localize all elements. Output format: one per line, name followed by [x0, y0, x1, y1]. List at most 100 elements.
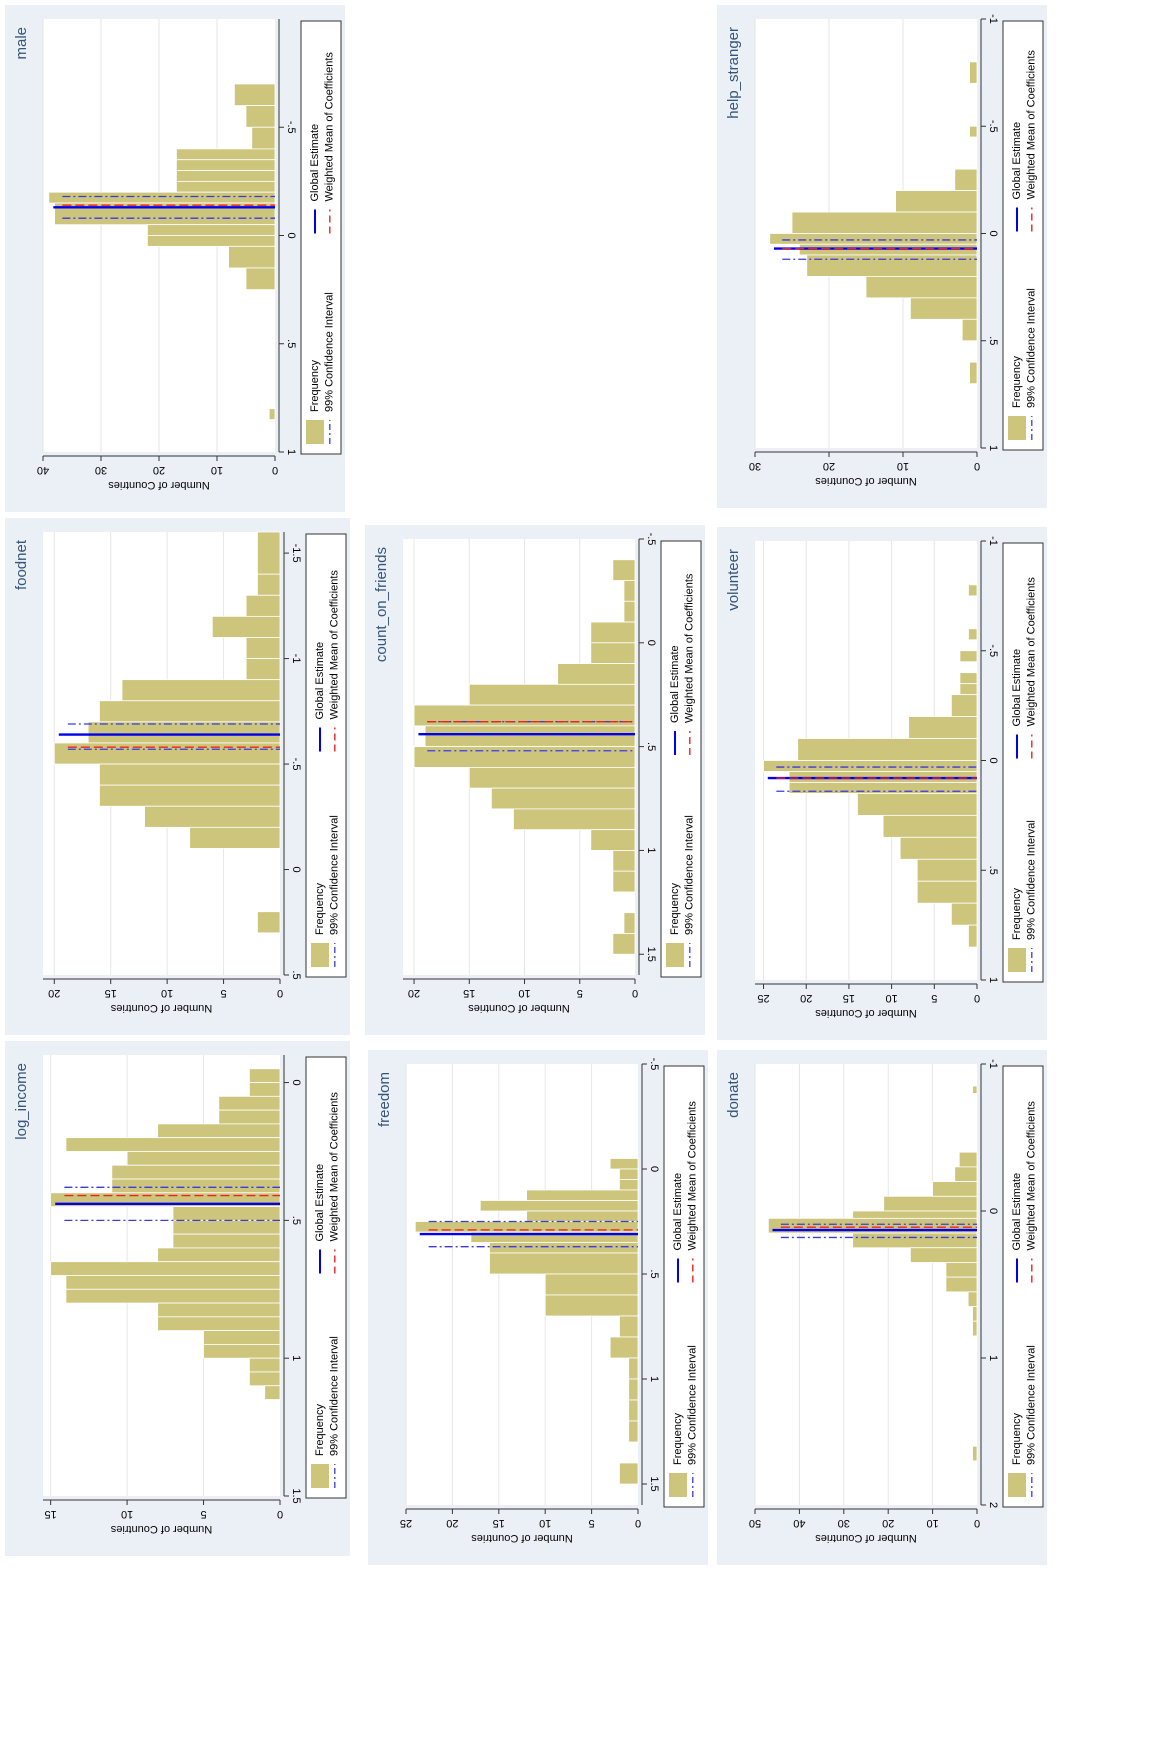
chart-title: log_income	[13, 1063, 30, 1140]
histogram-bar	[959, 683, 978, 696]
histogram-bar	[619, 1462, 639, 1485]
histogram-bar	[628, 1399, 639, 1422]
y-axis-title: Number of Countries	[468, 1002, 570, 1014]
histogram-bar	[264, 1385, 281, 1400]
histogram-bar	[245, 637, 281, 659]
legend-box	[663, 1065, 705, 1508]
legend-label-weighted: Weighted Mean of Coefficients	[1026, 577, 1038, 727]
histogram-bar	[958, 1151, 978, 1168]
histogram-bar	[157, 1123, 281, 1139]
legend-box	[1002, 20, 1044, 451]
legend-label-global: Global Estimate	[672, 1173, 684, 1251]
histogram-bar	[628, 1378, 639, 1401]
x-tick-label: .5	[648, 1269, 660, 1278]
x-tick-label: .5	[987, 336, 999, 345]
y-tick-label: 5	[200, 1508, 206, 1520]
legend-box	[660, 540, 702, 978]
y-tick-label: 50	[749, 1517, 761, 1529]
x-tick-label: 0	[987, 1208, 999, 1214]
histogram-bar	[218, 1109, 281, 1125]
y-tick-label: 30	[838, 1517, 850, 1529]
histogram-bar	[526, 1210, 639, 1222]
chart-title: donate	[725, 1072, 742, 1118]
histogram-bar	[172, 1233, 281, 1249]
histogram-bar	[619, 1315, 639, 1338]
histogram-bar	[245, 594, 281, 617]
legend-swatch-frequency	[1008, 416, 1026, 440]
histogram-bar	[65, 1275, 281, 1290]
histogram-bar	[945, 1276, 978, 1293]
histogram-bar	[590, 621, 636, 644]
y-tick-label: 20	[153, 464, 165, 476]
legend-label-frequency: Frequency	[1011, 1413, 1023, 1465]
y-tick-label: 0	[632, 987, 638, 999]
x-tick-label: 1.5	[645, 947, 657, 962]
histogram-bar	[954, 168, 978, 191]
legend-label-weighted: Weighted Mean of Coefficients	[324, 52, 336, 202]
histogram-bar	[590, 829, 636, 851]
y-tick-label: 10	[161, 987, 173, 999]
histogram-bar	[218, 1095, 281, 1111]
chart-log-income: 0 .5 1 1.5 0 5 10 15 Number of Countries log_inco…	[13, 1055, 347, 1535]
histogram-bar	[172, 1219, 281, 1235]
histogram-bar	[513, 808, 636, 831]
histogram-bar	[245, 105, 276, 128]
histogram-bar	[233, 83, 276, 106]
chart-title: count_on_friends	[373, 547, 390, 662]
histogram-bar	[619, 1168, 639, 1180]
histogram-bar	[628, 1357, 639, 1380]
x-tick-label: -.5	[648, 1058, 660, 1071]
histogram-bar	[413, 704, 636, 727]
y-axis-title: Number of Countries	[815, 475, 917, 487]
legend-box	[305, 533, 347, 978]
histogram-bar	[852, 1210, 978, 1219]
x-tick-label: 0	[645, 640, 657, 646]
legend-swatch-frequency	[1008, 1473, 1026, 1497]
histogram-bar	[489, 1252, 639, 1275]
x-tick-label: .5	[987, 866, 999, 875]
legend-swatch-frequency	[1008, 948, 1026, 972]
y-tick-label: 0	[974, 460, 980, 472]
legend-label-global: Global Estimate	[1011, 649, 1023, 727]
histogram-bar	[144, 805, 281, 828]
histogram-bar	[916, 880, 978, 904]
x-tick-label: -1	[987, 1059, 999, 1069]
legend-label-frequency: Frequency	[1011, 888, 1023, 940]
histogram-bar	[249, 1357, 281, 1373]
x-tick-label: -.5	[290, 758, 302, 771]
legend-swatch-frequency	[669, 1473, 687, 1497]
histogram-bar	[961, 318, 978, 342]
y-tick-label: 10	[121, 1508, 133, 1520]
histogram-bar	[413, 746, 636, 768]
histogram-bar	[865, 275, 978, 299]
histogram-bar	[126, 1151, 281, 1166]
histogram-bar	[490, 787, 636, 810]
plot-area	[755, 1064, 977, 1505]
legend-box	[305, 1056, 347, 1499]
histogram-bar	[544, 1294, 639, 1317]
y-tick-label: 5	[577, 987, 583, 999]
histogram-bar	[245, 658, 281, 681]
y-tick-label: 25	[400, 1517, 412, 1529]
histogram-bar	[623, 600, 636, 623]
histogram-bar	[53, 742, 281, 765]
y-tick-label: 15	[105, 987, 117, 999]
histogram-bar	[909, 297, 978, 320]
histogram-bar	[257, 573, 281, 596]
legend-box	[300, 20, 342, 455]
legend-label-global: Global Estimate	[314, 642, 326, 720]
histogram-bar	[612, 559, 636, 581]
histogram-bar	[249, 1082, 281, 1097]
y-tick-label: 30	[95, 464, 107, 476]
y-tick-label: 10	[211, 464, 223, 476]
x-tick-label: 0	[987, 230, 999, 236]
y-tick-label: 0	[277, 1508, 283, 1520]
histogram-bar	[916, 858, 978, 882]
histogram-bar	[968, 628, 978, 641]
histogram-bar	[175, 180, 276, 193]
histogram-bar	[972, 1320, 978, 1337]
histogram-bar	[203, 1344, 281, 1359]
legend-label-ci: 99% Confidence Interval	[324, 292, 336, 412]
y-tick-label: 40	[793, 1517, 805, 1529]
